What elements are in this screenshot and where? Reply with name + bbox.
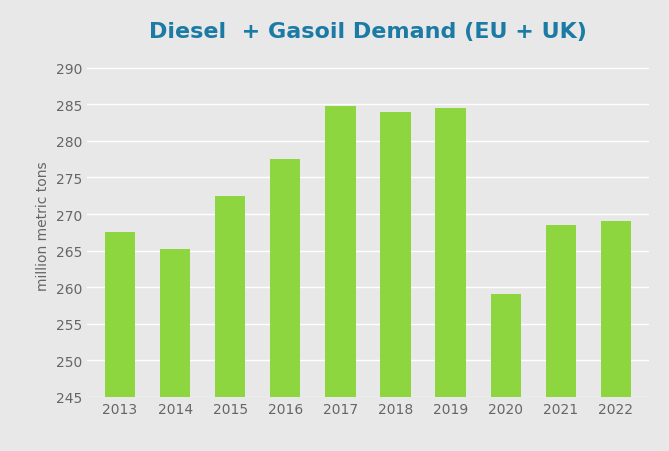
Bar <box>325 106 355 397</box>
Y-axis label: million metric tons: million metric tons <box>36 161 50 290</box>
Bar <box>105 233 135 397</box>
Bar <box>546 226 576 397</box>
Bar <box>381 112 411 397</box>
Bar <box>436 109 466 397</box>
Bar <box>215 196 246 397</box>
Bar <box>601 222 631 397</box>
Bar <box>270 160 300 397</box>
Title: Diesel  + Gasoil Demand (EU + UK): Diesel + Gasoil Demand (EU + UK) <box>149 22 587 41</box>
Bar <box>490 295 521 397</box>
Bar <box>160 249 190 397</box>
